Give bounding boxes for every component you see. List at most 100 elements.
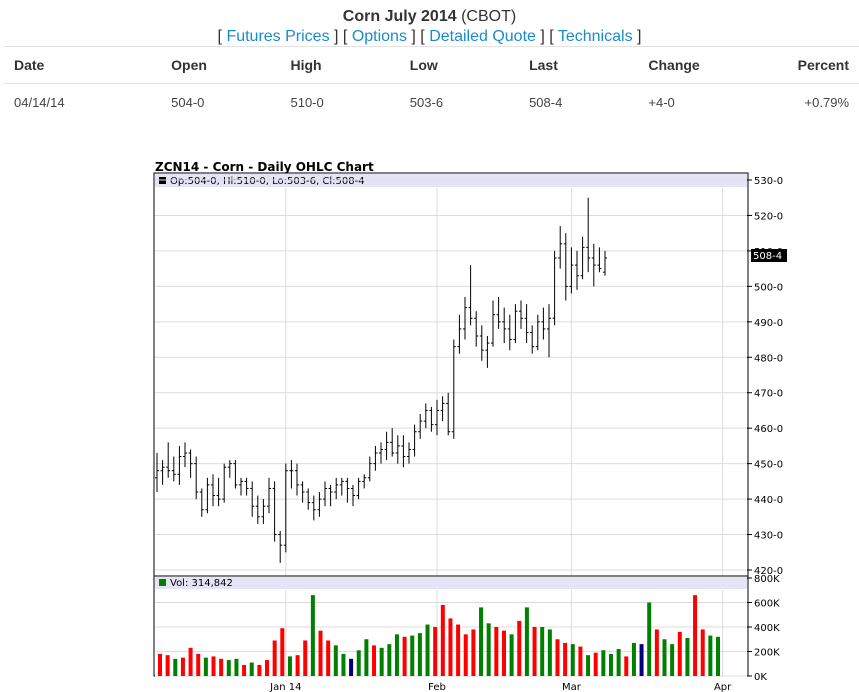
ohlc-bar xyxy=(261,499,266,524)
quote-header-row: Date Open High Low Last Change Percent xyxy=(4,46,859,84)
volume-bars xyxy=(158,595,720,676)
volume-bar xyxy=(417,633,422,676)
volume-bar xyxy=(158,653,162,676)
ohlc-bar xyxy=(345,477,350,503)
volume-bar xyxy=(647,602,652,676)
volume-bar xyxy=(524,607,529,676)
ohlc-bar xyxy=(356,477,361,500)
ohlc-bar xyxy=(586,197,591,273)
ohlc-bar xyxy=(233,460,238,489)
price-tick-label: 420-0 xyxy=(754,566,783,577)
detailed-quote-link[interactable]: Detailed Quote xyxy=(429,28,536,45)
exchange-name: (CBOT) xyxy=(461,8,517,25)
ohlc-bar xyxy=(474,311,479,347)
page-title: Corn July 2014 (CBOT) xyxy=(0,8,859,26)
volume-bar xyxy=(364,639,369,676)
volume-bar xyxy=(287,656,292,676)
volume-bar xyxy=(509,634,514,676)
ohlc-bar xyxy=(558,226,563,269)
cell-low: 503-6 xyxy=(409,94,444,110)
ohlc-bar xyxy=(502,307,507,344)
volume-bar xyxy=(196,653,201,676)
cell-last: 508-4 xyxy=(529,94,563,110)
volume-bar xyxy=(479,607,484,676)
volume-bar xyxy=(165,655,170,676)
ohlc-bar xyxy=(300,481,305,503)
technicals-link[interactable]: Technicals xyxy=(557,28,633,45)
date-label: Mar xyxy=(562,682,582,692)
col-last: Last xyxy=(519,46,639,84)
volume-bar xyxy=(425,624,430,676)
col-percent: Percent xyxy=(787,46,859,84)
volume-bar xyxy=(272,640,277,676)
ohlc-bar xyxy=(569,247,574,294)
price-grid xyxy=(155,179,747,576)
volume-tick-label: 400K xyxy=(754,623,780,634)
ohlc-bar xyxy=(591,243,596,287)
price-bars xyxy=(155,197,607,563)
ohlc-bar xyxy=(373,445,378,471)
col-change: Change xyxy=(638,46,788,84)
volume-bar xyxy=(471,629,476,676)
volume-bar xyxy=(242,664,247,676)
chart-title: ZCN14 - Corn - Daily OHLC Chart xyxy=(155,160,374,174)
ohlc-bar xyxy=(463,297,467,340)
volume-bar xyxy=(586,655,591,676)
volume-bar xyxy=(265,660,270,676)
futures-prices-link[interactable]: Futures Prices xyxy=(226,28,330,45)
ohlc-bar xyxy=(552,250,557,326)
ohlc-bar xyxy=(222,463,227,503)
volume-bar xyxy=(700,629,705,676)
volume-bar xyxy=(517,620,522,676)
ohlc-bar xyxy=(541,307,546,340)
volume-bar xyxy=(570,644,575,676)
ohlc-bar xyxy=(311,495,316,521)
ohlc-bar xyxy=(295,463,299,496)
volume-bar xyxy=(249,662,254,676)
options-link[interactable]: Options xyxy=(351,28,407,45)
volume-bar xyxy=(677,631,682,676)
ohlc-bar xyxy=(255,495,260,524)
ohlc-bar xyxy=(211,474,215,507)
volume-bar xyxy=(563,642,568,676)
price-tick-label: 470-0 xyxy=(754,389,783,400)
ohlc-bar xyxy=(177,445,182,485)
ohlc-bar xyxy=(362,474,367,489)
ohlc-bar xyxy=(155,453,159,492)
ohlc-bar xyxy=(491,300,495,347)
last-price-box xyxy=(751,249,787,262)
cell-open: 504-0 xyxy=(171,94,205,110)
ohlc-bar xyxy=(367,456,372,482)
volume-bar xyxy=(257,664,262,676)
price-tick-label: 490-0 xyxy=(754,318,783,329)
volume-bar xyxy=(532,627,537,676)
ohlc-bar xyxy=(496,297,501,329)
ohlc-bar xyxy=(183,442,187,468)
ohlc-bar xyxy=(283,463,288,553)
volume-bar xyxy=(608,653,613,676)
volume-bar xyxy=(708,635,713,676)
volume-bar xyxy=(501,630,506,676)
volume-bar xyxy=(593,652,598,676)
ohlc-bar xyxy=(267,477,271,514)
volume-bar xyxy=(310,595,315,676)
ohlc-bar xyxy=(390,428,395,457)
ohlc-bar xyxy=(244,477,249,496)
ohlc-bar xyxy=(339,477,344,496)
volume-legend-band xyxy=(155,577,747,589)
ohlc-bar xyxy=(317,492,322,517)
date-label: Feb xyxy=(428,682,446,692)
volume-bar xyxy=(616,649,621,676)
ohlc-bar xyxy=(351,484,355,507)
price-tick-label: 530-0 xyxy=(754,176,783,187)
ohlc-bar xyxy=(513,304,518,344)
ohlc-bar xyxy=(205,477,210,514)
ohlc-bar xyxy=(457,314,462,354)
ohlc-bar xyxy=(479,325,484,361)
volume-axis: 0K 200K 400K 600K 800K xyxy=(747,574,780,683)
ohlc-bar xyxy=(435,399,439,436)
ohlc-bar xyxy=(535,314,540,351)
ohlc-bar xyxy=(384,431,389,461)
ohlc-bar xyxy=(306,488,311,510)
ohlc-bar xyxy=(199,488,204,517)
